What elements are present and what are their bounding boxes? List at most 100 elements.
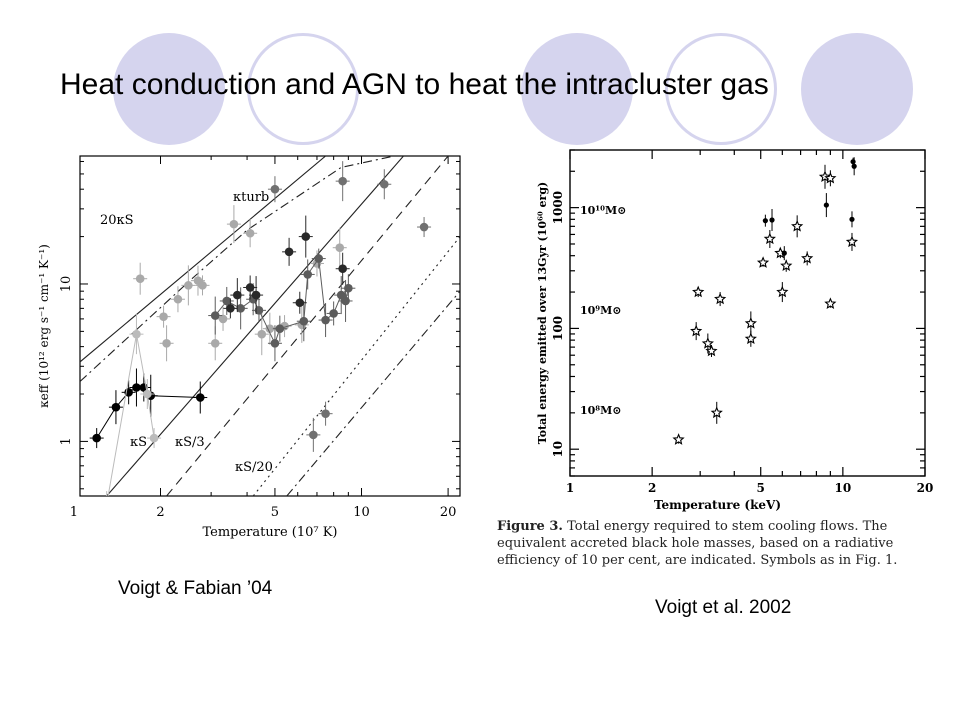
left-data-point [218,314,228,324]
left-data-point [135,274,145,284]
right-x-tick-label: 20 [917,481,934,495]
left-data-point [254,306,264,315]
left-data-point [102,500,111,509]
left-data-point [184,281,193,290]
figure-3-label: Figure 3. [497,519,563,534]
left-x-tick-label: 1 [70,505,78,520]
left-data-point [233,290,242,300]
left-data-point [338,264,347,274]
left-data-point [265,324,275,333]
left-data-point [198,281,207,290]
left-data-point [329,309,338,318]
figure-3-caption: Figure 3. Total energy required to stem … [497,518,957,569]
right-y-tick-label: 100 [551,316,565,341]
right-x-tick-label: 1 [566,481,574,495]
left-data-point [132,329,141,339]
left-data-point [275,324,285,333]
right-star-point [705,344,718,357]
right-y-tick-label: 1000 [551,191,565,224]
right-star-point [714,292,727,305]
left-data-point [303,270,313,279]
right-dot-point [850,159,856,165]
left-data-point [321,409,330,418]
right-mass-annotation: 10⁹M⊙ [580,304,622,317]
right-star-point [776,285,789,298]
right-dot-point [769,217,775,223]
right-star-point [824,297,837,309]
left-data-point [229,219,239,229]
left-data-point [419,222,429,232]
left-data-point [295,298,305,308]
left-reference-line [166,156,449,496]
left-data-point [251,290,261,300]
left-plot-frame [79,155,461,497]
left-data-point [245,283,255,292]
right-star-point [710,406,723,419]
left-data-point [210,311,220,320]
left-data-point [344,283,353,293]
right-x-tick-label: 10 [835,481,852,495]
left-line-label: κturb [233,190,269,205]
right-dot-point [781,250,787,256]
left-data-point [222,296,232,306]
right-star-point [744,316,757,329]
right-x-tick-label: 2 [648,481,656,495]
left-series-line [107,334,155,496]
decor-circle [801,33,913,145]
decor-ring [665,33,777,145]
left-data-point [226,304,235,313]
left-data-point [321,315,330,325]
left-data-point [270,338,280,348]
left-data-point [149,433,159,443]
left-data-point [301,232,311,241]
right-star-point [672,433,685,445]
left-data-point [173,294,183,304]
left-reference-line [252,236,460,496]
left-reference-line [80,156,395,382]
left-data-point [111,402,121,412]
right-mass-annotation: 10¹⁰M⊙ [580,204,626,217]
right-star-point [744,332,757,345]
left-data-point [132,383,141,392]
right-star-point [780,259,793,271]
left-data-point [210,338,220,348]
left-line-label: 20κS [100,213,134,228]
left-reference-line [286,290,460,496]
left-data-point [143,389,152,399]
right-dot-point [851,163,857,169]
right-mass-annotation: 10⁸M⊙ [580,404,622,417]
right-dot-point [823,202,829,208]
left-y-axis-label: κeff (10¹² erg s⁻¹ cm⁻¹ K⁻¹) [37,244,51,408]
left-line-label: κS/3 [175,435,205,450]
right-star-point [801,251,814,264]
left-data-point [309,430,318,440]
right-star-point [824,171,837,184]
left-x-axis-label: Temperature (10⁷ K) [202,525,337,540]
left-y-tick-label: 1 [59,437,74,445]
left-data-point [336,290,346,300]
right-star-point [692,285,705,298]
right-star-point [701,337,714,349]
right-star-point [791,219,804,232]
decor-circle [113,33,225,145]
right-dot-point [849,216,855,222]
left-data-point [338,176,347,186]
right-x-axis-label: Temperature (keV) [654,498,781,512]
figure-3-text: Total energy required to stem cooling fl… [497,519,898,568]
left-chart-kappa-vs-temperature: 1 2 5 10 20 1 10 Temperature (10⁷ K) κeff (10¹² … [37,155,461,540]
right-star-point [690,324,703,337]
left-line-label: κS/20 [235,460,273,475]
right-figure-source: Voigt et al. 2002 [655,597,792,618]
left-data-point [270,184,280,194]
slide-title: Heat conduction and AGN to heat the intr… [60,68,769,101]
left-data-point [335,243,345,252]
left-x-tick-label: 10 [353,505,370,520]
decor-circle [521,33,633,145]
left-line-label: κS [130,435,147,450]
left-data-point [379,179,389,189]
right-star-point [763,232,776,245]
right-y-tick-label: 10 [551,441,565,458]
left-data-point [314,254,324,263]
right-dot-point [762,218,768,224]
left-data-point [236,304,245,313]
